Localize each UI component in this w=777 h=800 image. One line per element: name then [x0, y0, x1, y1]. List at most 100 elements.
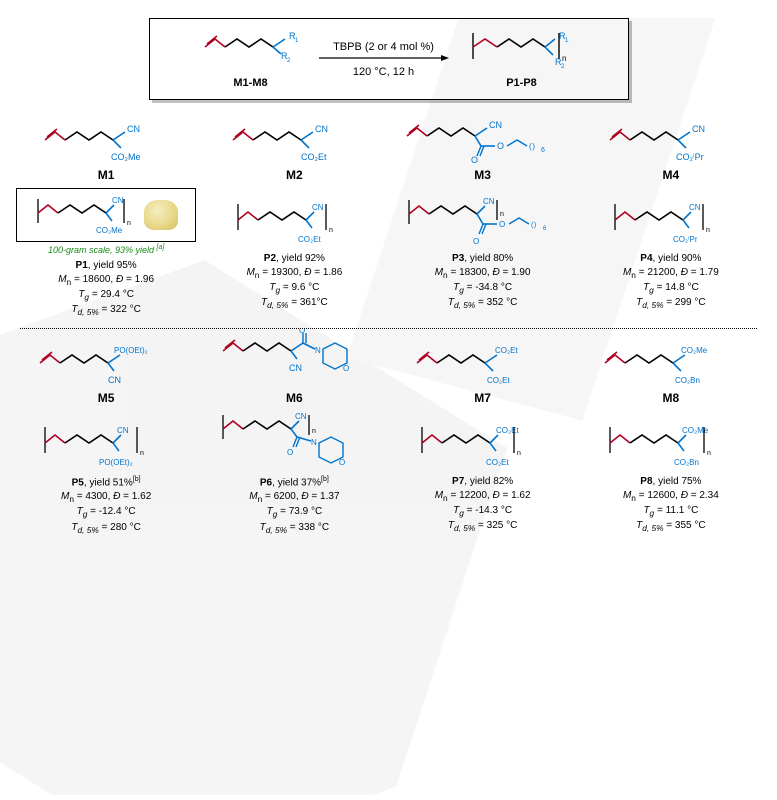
p4-col: CN CO₂ⁱPr n P4, yield 90% Mn = 21200, Đ = …: [581, 188, 762, 318]
svg-text:CO₂Et: CO₂Et: [496, 426, 519, 435]
svg-text:O: O: [473, 237, 479, 246]
svg-text:CN: CN: [295, 412, 307, 421]
svg-text:n: n: [329, 227, 333, 234]
m2-col: CN CO₂Et M2: [204, 114, 385, 188]
svg-text:CO₂Et: CO₂Et: [301, 152, 327, 162]
powder-photo: [144, 200, 178, 230]
svg-text:CO₂Et: CO₂Et: [487, 376, 510, 385]
m1-col: CN CO₂Me M1: [16, 114, 197, 188]
svg-text:CO₂Bn: CO₂Bn: [675, 376, 700, 385]
monomer-structure: R1 R2 M1-M8: [201, 29, 301, 89]
polymer-row-1: CN CO₂Me n 100-gram scale, 93% yield [a] P…: [0, 188, 777, 318]
p8-data: P8, yield 75% Mn = 12600, Đ = 2.34 Tg = …: [581, 475, 762, 534]
polymer-row-2: CN PO(OEt)₂ n P5, yield 51%[b] Mn = 4300, …: [0, 411, 777, 536]
svg-text:n: n: [517, 450, 521, 457]
svg-text:O: O: [339, 458, 345, 467]
m5-col: PO(OEt)₂ CN M5: [16, 337, 197, 411]
m3-col: CN O O ( ) 6 M3: [392, 114, 573, 188]
p4-data: P4, yield 90% Mn = 21200, Đ = 1.79 Tg = …: [581, 252, 762, 311]
svg-text:n: n: [312, 428, 316, 435]
m6-label: M6: [204, 391, 385, 405]
svg-text:O: O: [499, 220, 505, 229]
svg-text:CO₂Me: CO₂Me: [96, 226, 123, 235]
svg-text:CN: CN: [692, 124, 705, 134]
reaction-scheme-box: R1 R2 M1-M8 TBPB (2 or 4 mol %) 120 °C, …: [149, 18, 629, 100]
svg-text:CO₂Me: CO₂Me: [682, 426, 709, 435]
conditions-text: 120 °C, 12 h: [319, 66, 449, 78]
p2-data: P2, yield 92% Mn = 19300, Đ = 1.86 Tg = …: [204, 252, 385, 311]
svg-text:O: O: [497, 141, 504, 151]
m6-col: CNONO M6: [204, 337, 385, 411]
svg-text:( ): ( ): [529, 142, 535, 151]
dotted-separator: [20, 328, 757, 329]
m4-label: M4: [581, 168, 762, 182]
svg-text:n: n: [500, 211, 504, 218]
svg-text:CO₂ⁱPr: CO₂ⁱPr: [673, 235, 698, 244]
m2-label: M2: [204, 168, 385, 182]
polymer-structure: n R1 R2 P1-P8: [467, 29, 577, 89]
svg-text:2: 2: [561, 64, 565, 70]
svg-text:2: 2: [287, 58, 291, 64]
p5-data: P5, yield 51%[b] Mn = 4300, Đ = 1.62 Tg …: [16, 475, 197, 536]
svg-text:N: N: [315, 346, 321, 355]
p3-col: CN O O ( ) 6 n P3, yield 80% Mn = 18300, Đ = …: [392, 188, 573, 318]
svg-text:N: N: [311, 438, 317, 447]
svg-text:CN: CN: [117, 426, 129, 435]
scale-note: 100-gram scale, 93% yield [a]: [16, 244, 197, 255]
p7-col: CO₂Et CO₂Et n P7, yield 82% Mn = 12200, Đ …: [392, 411, 573, 536]
svg-text:PO(OEt)₂: PO(OEt)₂: [99, 458, 133, 467]
svg-text:CN: CN: [312, 203, 324, 212]
svg-text:6: 6: [543, 226, 547, 232]
svg-text:n: n: [706, 227, 710, 234]
svg-text:O: O: [343, 364, 349, 373]
monomer-row-1: CN CO₂Me M1 CN CO₂Et M2 CN O O ( ) 6 M3 CN CO₂ⁱ…: [0, 114, 777, 188]
m7-col: CO₂Et CO₂Et M7: [392, 337, 573, 411]
svg-text:n: n: [140, 450, 144, 457]
svg-text:CN: CN: [289, 363, 302, 373]
svg-text:CO₂Me: CO₂Me: [111, 152, 141, 162]
m5-label: M5: [16, 391, 197, 405]
svg-text:CO₂Et: CO₂Et: [486, 458, 509, 467]
m4-col: CN CO₂ⁱPr M4: [581, 114, 762, 188]
m1-label: M1: [16, 168, 197, 182]
monomer-svg: R1 R2: [201, 29, 301, 73]
svg-text:CN: CN: [315, 124, 328, 134]
reaction-arrow: TBPB (2 or 4 mol %) 120 °C, 12 h: [319, 41, 449, 78]
svg-text:CO₂Me: CO₂Me: [681, 346, 708, 355]
svg-text:CN: CN: [483, 197, 495, 206]
svg-text:O: O: [299, 329, 305, 335]
svg-text:CO₂Et: CO₂Et: [495, 346, 518, 355]
polymer-label: P1-P8: [467, 77, 577, 89]
svg-text:1: 1: [565, 38, 569, 44]
monomer-row-2: PO(OEt)₂CN M5 CNONO M6 CO₂EtCO₂Et M7 CO₂…: [0, 337, 777, 411]
svg-text:O: O: [287, 448, 293, 457]
m3-label: M3: [392, 168, 573, 182]
p7-data: P7, yield 82% Mn = 12200, Đ = 1.62 Tg = …: [392, 475, 573, 534]
svg-text:CN: CN: [108, 375, 121, 385]
svg-text:PO(OEt)₂: PO(OEt)₂: [114, 346, 148, 355]
svg-text:CN: CN: [127, 124, 140, 134]
p2-col: CN CO₂Et n P2, yield 92% Mn = 19300, Đ = 1…: [204, 188, 385, 318]
svg-text:CN: CN: [689, 203, 701, 212]
svg-text:O: O: [471, 155, 478, 164]
svg-text:CN: CN: [112, 196, 124, 205]
svg-text:n: n: [562, 54, 566, 63]
p6-data: P6, yield 37%[b] Mn = 6200, Đ = 1.37 Tg …: [204, 475, 385, 536]
m8-col: CO₂Me CO₂Bn M8: [581, 337, 762, 411]
m8-label: M8: [581, 391, 762, 405]
svg-text:( ): ( ): [531, 222, 536, 229]
svg-text:1: 1: [295, 38, 299, 44]
m7-label: M7: [392, 391, 573, 405]
p6-col: CN O N On P6, yield 37%[b] Mn = 6200, Đ = 1…: [204, 411, 385, 536]
reagent-text: TBPB (2 or 4 mol %): [319, 41, 449, 53]
p1-col: CNCO₂Men 100-gram scale, 93% yield [a] P…: [16, 188, 197, 318]
p3-data: P3, yield 80% Mn = 18300, Đ = 1.90 Tg = …: [392, 252, 573, 311]
svg-text:n: n: [707, 450, 711, 457]
svg-text:n: n: [127, 220, 131, 227]
svg-text:CN: CN: [489, 120, 502, 130]
p8-col: CO₂MeCO₂Bnn P8, yield 75% Mn = 12600, Đ …: [581, 411, 762, 536]
svg-text:6: 6: [541, 147, 545, 154]
svg-text:CO₂ⁱPr: CO₂ⁱPr: [676, 152, 704, 162]
svg-text:CO₂Et: CO₂Et: [298, 235, 321, 244]
p1-box: CN CO₂Me n: [16, 188, 196, 242]
